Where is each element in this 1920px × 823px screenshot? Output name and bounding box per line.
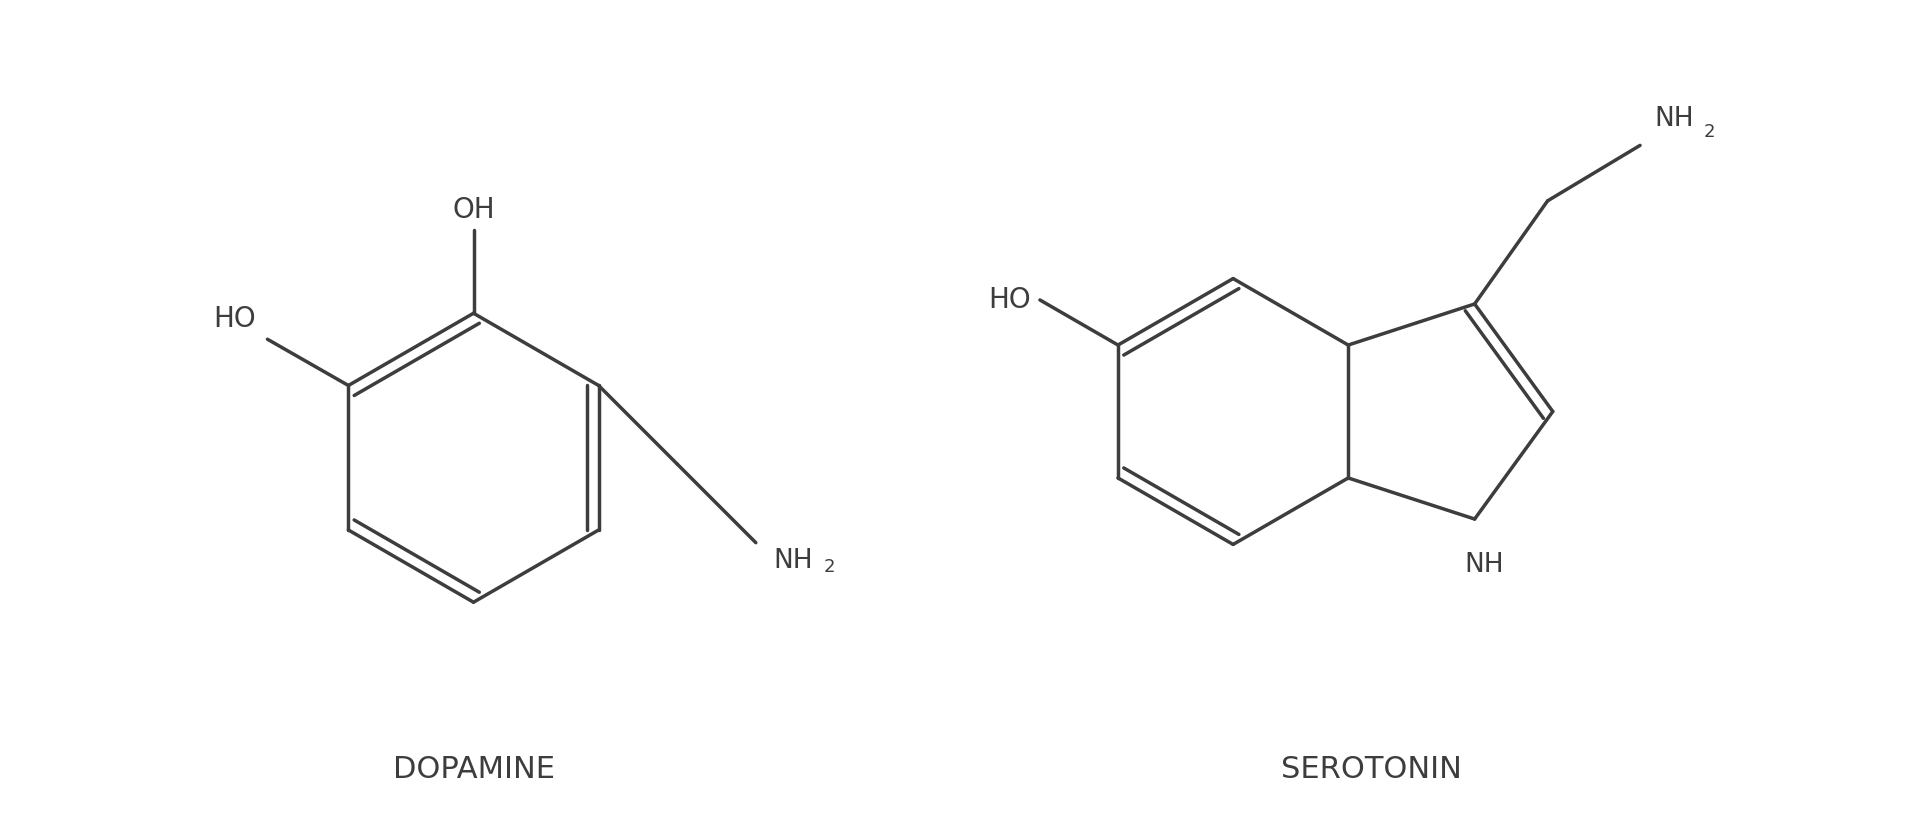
Text: NH: NH — [1465, 552, 1505, 578]
Text: 2: 2 — [1703, 123, 1715, 141]
Text: SEROTONIN: SEROTONIN — [1281, 756, 1461, 784]
Text: OH: OH — [453, 196, 495, 224]
Text: DOPAMINE: DOPAMINE — [392, 756, 555, 784]
Text: 2: 2 — [824, 558, 835, 576]
Text: NH: NH — [1653, 105, 1693, 132]
Text: HO: HO — [213, 305, 255, 333]
Text: NH: NH — [774, 548, 812, 574]
Text: HO: HO — [989, 286, 1031, 314]
